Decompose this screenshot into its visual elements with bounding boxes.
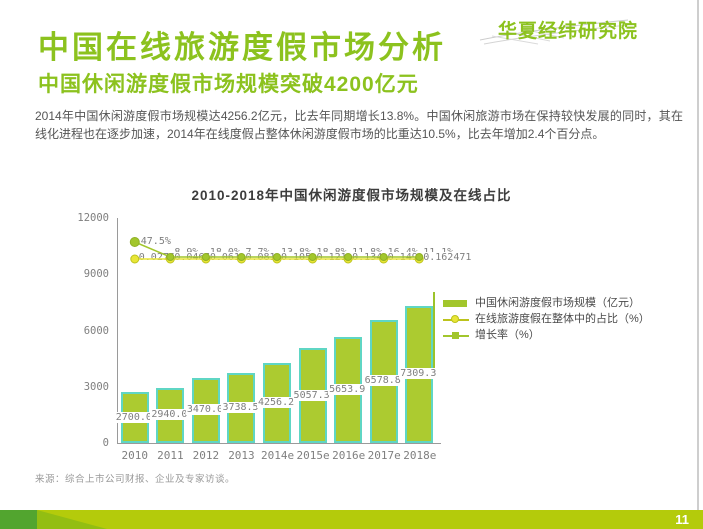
legend-label: 在线旅游度假在整体中的占比（%） [475,313,650,325]
legend-item: 在线旅游度假在整体中的占比（%） [443,313,695,326]
online-share-point-marker [130,254,140,264]
page-title: 中国在线旅游度假市场分析 [38,30,446,65]
growth-point-marker [237,253,246,261]
growth-point-marker [201,253,210,261]
y-tick-label: 3000 [83,380,109,393]
x-tick-label: 2013 [228,449,255,462]
bar-label: 3470.0 [185,404,224,416]
legend-circle-line-icon [443,315,469,324]
circle-marker [451,315,459,323]
legend-divider [433,292,435,368]
x-tick-label: 2012 [192,449,220,462]
bar-label: 2700.0 [114,411,153,423]
y-tick-label: 12000 [77,212,109,224]
bar-label: 5653.9 [328,383,367,395]
bar-label: 3738.5 [221,401,260,413]
slide-right-border [697,0,699,510]
bar-label: 5057.3 [292,389,331,401]
legend-label: 增长率（%） [475,329,540,341]
chart-title: 2010-2018年中国休闲游度假市场规模及在线占比 [191,188,512,203]
growth-point-marker [273,253,281,261]
legend-label: 中国休闲游度假市场规模（亿元） [475,297,640,309]
source-note: 来源：综合上市公司财报、企业及专家访谈。 [35,474,236,485]
bar-swatch [443,300,467,307]
bar-label: 6578.8 [363,375,402,387]
x-tick-label: 2014e [261,449,295,462]
growth-point-marker [379,253,388,261]
x-tick-label: 2011 [157,449,184,462]
x-tick-label: 2018e [403,449,437,462]
logo-swoosh-icon [479,19,629,45]
footer-bar: 11 [0,510,703,529]
legend-item: 中国休闲游度假市场规模（亿元） [443,297,695,310]
legend-bar-swatch-icon [443,300,469,308]
square-marker [452,332,459,339]
online-share-label: 0.162471 [423,252,472,263]
x-axis-line [117,443,441,444]
online-share-label: 0.0276 [138,252,175,263]
growth-point-marker [415,253,424,261]
y-tick-label: 6000 [83,324,109,337]
growth-point-marker [308,253,317,261]
bar-label: 7309.3 [399,368,438,380]
logo: 华夏经纬研究院 [478,8,678,52]
bar-label: 4256.2 [257,397,296,409]
body-paragraph: 2014年中国休闲游度假市场规模达4256.2亿元，比去年同期增长13.8%。中… [35,109,683,141]
legend-square-line-icon [443,332,469,340]
growth-point-marker [344,253,353,261]
y-axis-line [117,218,118,443]
footer-accent-triangle [37,510,107,529]
growth-point-marker [129,237,140,247]
x-tick-label: 2016e [332,449,366,462]
x-tick-label: 2015e [296,449,330,462]
legend-item: 增长率（%） [443,329,695,342]
page-number: 11 [675,512,689,527]
y-tick-label: 0 [102,437,109,449]
bar-label: 2940.0 [150,409,189,421]
footer-accent-block [0,510,37,529]
x-tick-label: 2010 [121,449,149,462]
logo-text: 华夏经纬研究院 [498,21,639,42]
x-tick-label: 2017e [367,449,401,462]
page-subtitle: 中国休闲游度假市场规模突破4200亿元 [38,73,419,96]
growth-rate-label: 47.5% [140,236,171,247]
y-tick-label: 9000 [83,268,109,281]
chart-legend: 中国休闲游度假市场规模（亿元） 在线旅游度假在整体中的占比（%） 增长率（%） [443,297,695,345]
growth-point-marker [166,253,175,261]
